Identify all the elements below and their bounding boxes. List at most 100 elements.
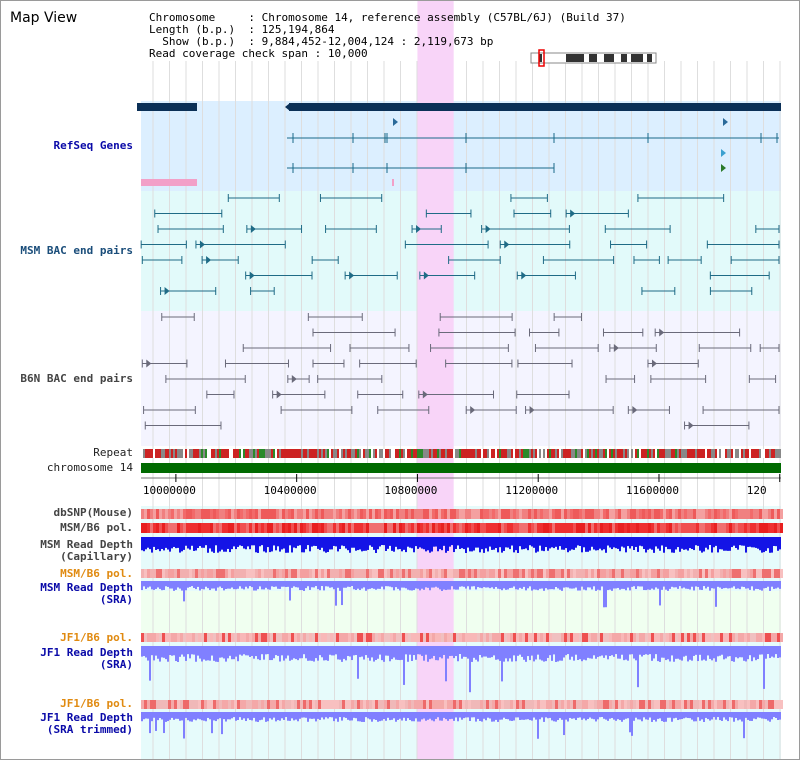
repeat-segment [455, 449, 457, 458]
msm-pol-strip [465, 523, 468, 533]
repeat-segment [511, 449, 513, 458]
jf1-depth-trimmed [613, 712, 615, 720]
jf1-depth-trimmed [471, 712, 473, 718]
b6n-bac-arrow [659, 328, 665, 337]
jf1-pol-strip-2 [270, 700, 273, 709]
repeat-segment [215, 449, 217, 458]
msm-depth-capillary [753, 537, 755, 548]
jf1-depth-sra [609, 646, 611, 657]
msm-bac-arrow [504, 240, 510, 249]
msm-pol-strip [615, 523, 618, 533]
track-label-jf1-pol-1[interactable]: JF1/B6 pol. [60, 631, 133, 644]
track-label-refseq[interactable]: RefSeq Genes [53, 139, 133, 152]
jf1-depth-sra [227, 646, 229, 659]
jf1-depth-sra [443, 646, 445, 655]
jf1-pol-strip [147, 633, 150, 642]
msm-depth-capillary [339, 537, 341, 550]
repeat-segment [419, 449, 421, 458]
track-label-msm-depth-cap[interactable]: MSM Read Depth (Capillary) [40, 539, 133, 563]
jf1-pol-strip [168, 633, 171, 642]
track-label-jf1-depth-trim[interactable]: JF1 Read Depth (SRA trimmed) [40, 712, 133, 736]
msm-pol-strip-2 [321, 569, 324, 578]
msm-depth-capillary [405, 537, 407, 553]
msm-pol-strip-2 [405, 569, 408, 578]
msm-pol-strip [558, 523, 561, 533]
dbsnp-strip [423, 509, 426, 519]
msm-pol-strip-2 [396, 569, 399, 578]
jf1-pol-strip-2 [555, 700, 558, 709]
jf1-depth-sra [767, 646, 769, 655]
jf1-pol-strip-2 [627, 700, 630, 709]
jf1-pol-strip [420, 633, 423, 642]
msm-pol-strip-2 [300, 569, 303, 578]
repeat-segment [489, 449, 491, 458]
msm-depth-sra [349, 581, 351, 587]
msm-depth-sra [483, 581, 485, 588]
track-label-msm-pol-2[interactable]: MSM/B6 pol. [60, 567, 133, 580]
jf1-depth-sra [541, 646, 543, 661]
jf1-pol-strip-2 [738, 700, 741, 709]
msm-depth-sra [195, 581, 197, 590]
jf1-pol-strip [567, 633, 570, 642]
jf1-pol-strip-2 [363, 700, 366, 709]
track-label-jf1-pol-2[interactable]: JF1/B6 pol. [60, 697, 133, 710]
msm-depth-capillary [209, 537, 211, 549]
jf1-pol-strip-2 [651, 700, 654, 709]
track-label-msm-bac[interactable]: MSM BAC end pairs [20, 244, 133, 257]
track-label-msm-pol-1[interactable]: MSM/B6 pol. [60, 521, 133, 534]
repeat-segment [501, 449, 503, 458]
repeat-segment [643, 449, 645, 458]
msm-depth-capillary [625, 537, 627, 553]
jf1-depth-trimmed [513, 712, 515, 721]
jf1-depth-sra [151, 646, 153, 656]
repeat-segment [727, 449, 729, 458]
repeat-segment [713, 449, 715, 458]
track-label-b6n-bac[interactable]: B6N BAC end pairs [20, 372, 133, 385]
jf1-depth-trimmed [547, 712, 549, 719]
msm-pol-strip [735, 523, 738, 533]
jf1-pol-strip [711, 633, 714, 642]
msm-depth-sra [169, 581, 171, 589]
msm-pol-strip-2 [192, 569, 195, 578]
dbsnp-strip [582, 509, 585, 519]
msm-depth-capillary [671, 537, 673, 553]
msm-pol-strip-2 [504, 569, 507, 578]
repeat-segment [193, 449, 195, 458]
track-label-jf1-depth-sra[interactable]: JF1 Read Depth (SRA) [40, 647, 133, 671]
msm-pol-strip [312, 523, 315, 533]
repeat-segment [539, 449, 541, 458]
msm-depth-capillary [661, 537, 663, 546]
jf1-depth-sra [297, 646, 299, 661]
msm-pol-strip-2 [627, 569, 630, 578]
jf1-depth-trimmed [625, 712, 627, 719]
msm-depth-sra [701, 581, 703, 590]
jf1-pol-strip [510, 633, 513, 642]
jf1-depth-trimmed [551, 712, 553, 721]
dbsnp-strip [375, 509, 378, 519]
dbsnp-strip [249, 509, 252, 519]
repeat-segment [283, 449, 285, 458]
msm-pol-strip-2 [291, 569, 294, 578]
jf1-pol-strip [564, 633, 567, 642]
msm-depth-sra [161, 581, 163, 591]
msm-depth-sra [281, 581, 283, 587]
jf1-pol-strip [717, 633, 720, 642]
jf1-depth-trimmed [541, 712, 543, 718]
msm-depth-sra [239, 581, 241, 587]
msm-depth-sra [703, 581, 705, 587]
dbsnp-strip [678, 509, 681, 519]
jf1-pol-strip-2 [429, 700, 432, 709]
jf1-pol-strip [579, 633, 582, 642]
msm-depth-sra [243, 581, 245, 590]
dbsnp-strip [366, 509, 369, 519]
msm-pol-strip [204, 523, 207, 533]
track-label-msm-depth-sra[interactable]: MSM Read Depth (SRA) [40, 582, 133, 606]
msm-pol-strip [597, 523, 600, 533]
dbsnp-strip [561, 509, 564, 519]
msm-pol-strip-2 [675, 569, 678, 578]
track-label-dbsnp[interactable]: dbSNP(Mouse) [53, 506, 133, 519]
msm-depth-sra [337, 581, 339, 588]
msm-depth-sra [229, 581, 231, 589]
jf1-pol-strip-2 [459, 700, 462, 709]
